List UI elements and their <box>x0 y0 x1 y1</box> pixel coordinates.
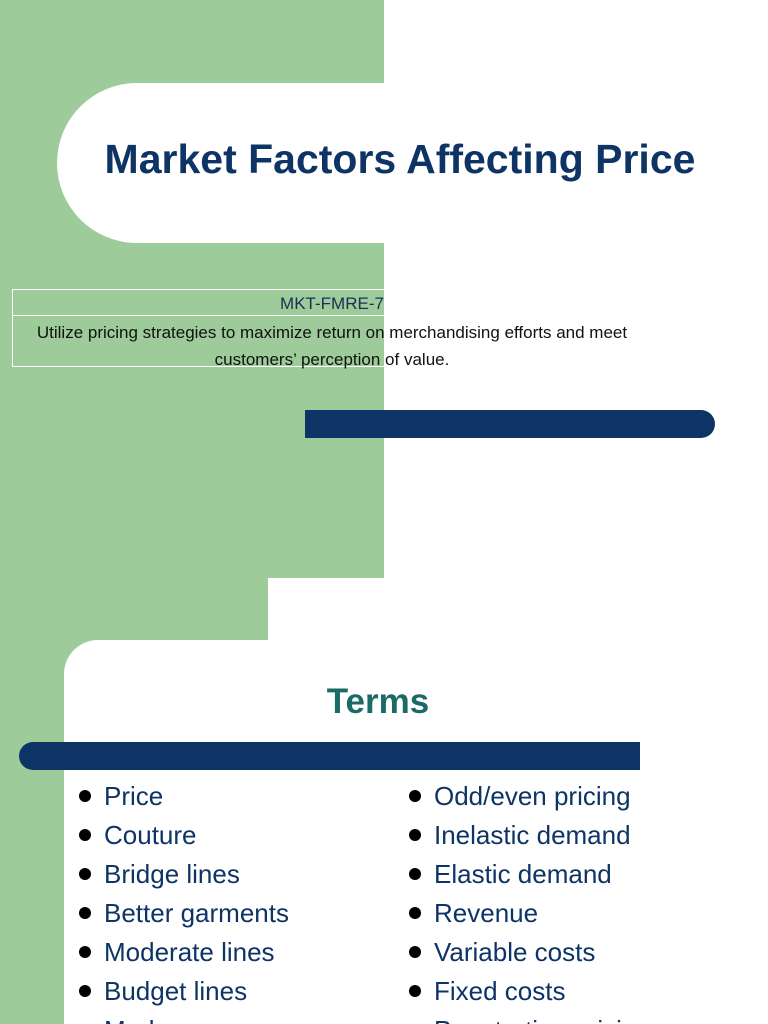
decorative-bar <box>305 410 715 438</box>
standard-code: MKT-FMRE-7 <box>280 294 384 313</box>
slide-title: Market Factors Affecting Price <box>104 136 696 182</box>
term-label: Budget lines <box>104 976 248 1006</box>
slide-terms: Terms Price Couture Bridge lines Better … <box>0 578 768 1024</box>
term-label: Variable costs <box>434 937 596 967</box>
bullet-icon <box>79 907 91 919</box>
bullet-icon <box>409 946 421 958</box>
standard-description: Utilize pricing strategies to maximize r… <box>36 323 628 369</box>
terms-heading: Terms <box>326 682 430 721</box>
bullet-icon <box>409 985 421 997</box>
list-item: Elastic demand <box>408 855 651 894</box>
list-item: Bridge lines <box>78 855 289 894</box>
list-item: Fixed costs <box>408 972 651 1011</box>
term-label: Couture <box>104 820 197 850</box>
list-item: Penetration pricing <box>408 1011 651 1024</box>
bullet-icon <box>409 907 421 919</box>
term-label: Price <box>104 781 164 811</box>
table-divider <box>13 315 651 316</box>
decorative-bar <box>19 742 640 770</box>
term-label: Better garments <box>104 898 289 928</box>
term-label: Odd/even pricing <box>434 781 631 811</box>
list-item: Price <box>78 777 289 816</box>
term-label: Revenue <box>434 898 539 928</box>
list-item: Inelastic demand <box>408 816 651 855</box>
term-label: Fixed costs <box>434 976 566 1006</box>
term-label: Bridge lines <box>104 859 240 889</box>
term-label: Inelastic demand <box>434 820 631 850</box>
bullet-icon <box>79 946 91 958</box>
list-item: Better garments <box>78 894 289 933</box>
bullet-icon <box>79 829 91 841</box>
list-item: Couture <box>78 816 289 855</box>
bullet-icon <box>79 790 91 802</box>
standard-table <box>12 289 652 367</box>
list-item: Odd/even pricing <box>408 777 651 816</box>
list-item: Moderate lines <box>78 933 289 972</box>
term-label: Penetration pricing <box>434 1015 651 1024</box>
list-item: Variable costs <box>408 933 651 972</box>
terms-list-left: Price Couture Bridge lines Better garmen… <box>78 777 289 1024</box>
bullet-icon <box>79 985 91 997</box>
bullet-icon <box>409 829 421 841</box>
terms-list-right: Odd/even pricing Inelastic demand Elasti… <box>408 777 651 1024</box>
slide-title-page: Market Factors Affecting Price MKT-FMRE-… <box>0 0 768 578</box>
title-banner <box>57 83 768 243</box>
bullet-icon <box>409 868 421 880</box>
term-label: Elastic demand <box>434 859 612 889</box>
list-item: Revenue <box>408 894 651 933</box>
term-label: Moderate lines <box>104 937 275 967</box>
bullet-icon <box>409 790 421 802</box>
list-item: Markup <box>78 1011 289 1024</box>
bullet-icon <box>79 868 91 880</box>
list-item: Budget lines <box>78 972 289 1011</box>
term-label: Markup <box>104 1015 191 1024</box>
